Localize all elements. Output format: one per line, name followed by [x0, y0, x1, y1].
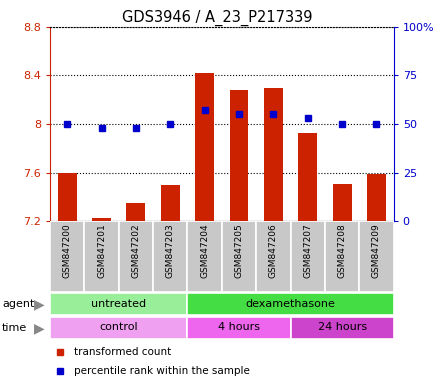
Text: GSM847203: GSM847203	[165, 223, 174, 278]
Bar	[187, 293, 393, 315]
Text: dexamethasone: dexamethasone	[245, 299, 335, 309]
Text: GSM847208: GSM847208	[337, 223, 346, 278]
Bar	[92, 218, 111, 221]
Bar	[290, 317, 393, 339]
Text: GSM847200: GSM847200	[62, 223, 72, 278]
Text: control: control	[99, 323, 138, 333]
Bar	[50, 293, 187, 315]
Text: GSM847204: GSM847204	[200, 223, 209, 278]
Bar	[298, 132, 316, 221]
Text: transformed count: transformed count	[74, 347, 171, 357]
Text: time: time	[2, 323, 27, 333]
Bar	[50, 221, 84, 292]
Bar	[358, 221, 393, 292]
Bar	[126, 203, 145, 221]
Bar	[118, 221, 153, 292]
Bar	[229, 90, 248, 221]
Text: ▶: ▶	[34, 321, 44, 335]
Bar	[221, 221, 256, 292]
Bar	[161, 185, 179, 221]
Bar	[50, 317, 187, 339]
Text: GSM847209: GSM847209	[371, 223, 380, 278]
Text: 24 hours: 24 hours	[317, 323, 366, 333]
Text: GSM847207: GSM847207	[302, 223, 312, 278]
Text: percentile rank within the sample: percentile rank within the sample	[74, 366, 250, 376]
Bar	[58, 173, 76, 221]
Bar	[263, 88, 282, 221]
Text: GSM847206: GSM847206	[268, 223, 277, 278]
Text: untreated: untreated	[91, 299, 146, 309]
Text: ▶: ▶	[34, 297, 44, 311]
Bar	[332, 184, 351, 221]
Bar	[366, 174, 385, 221]
Bar	[324, 221, 358, 292]
Text: agent: agent	[2, 299, 34, 309]
Bar	[187, 221, 221, 292]
Bar	[187, 317, 290, 339]
Bar	[153, 221, 187, 292]
Bar	[290, 221, 324, 292]
Bar	[84, 221, 118, 292]
Text: GSM847205: GSM847205	[234, 223, 243, 278]
Text: GDS3946 / A_23_P217339: GDS3946 / A_23_P217339	[122, 10, 312, 26]
Text: 4 hours: 4 hours	[217, 323, 260, 333]
Bar	[195, 73, 214, 221]
Text: GSM847201: GSM847201	[97, 223, 106, 278]
Bar	[256, 221, 290, 292]
Text: GSM847202: GSM847202	[131, 223, 140, 278]
